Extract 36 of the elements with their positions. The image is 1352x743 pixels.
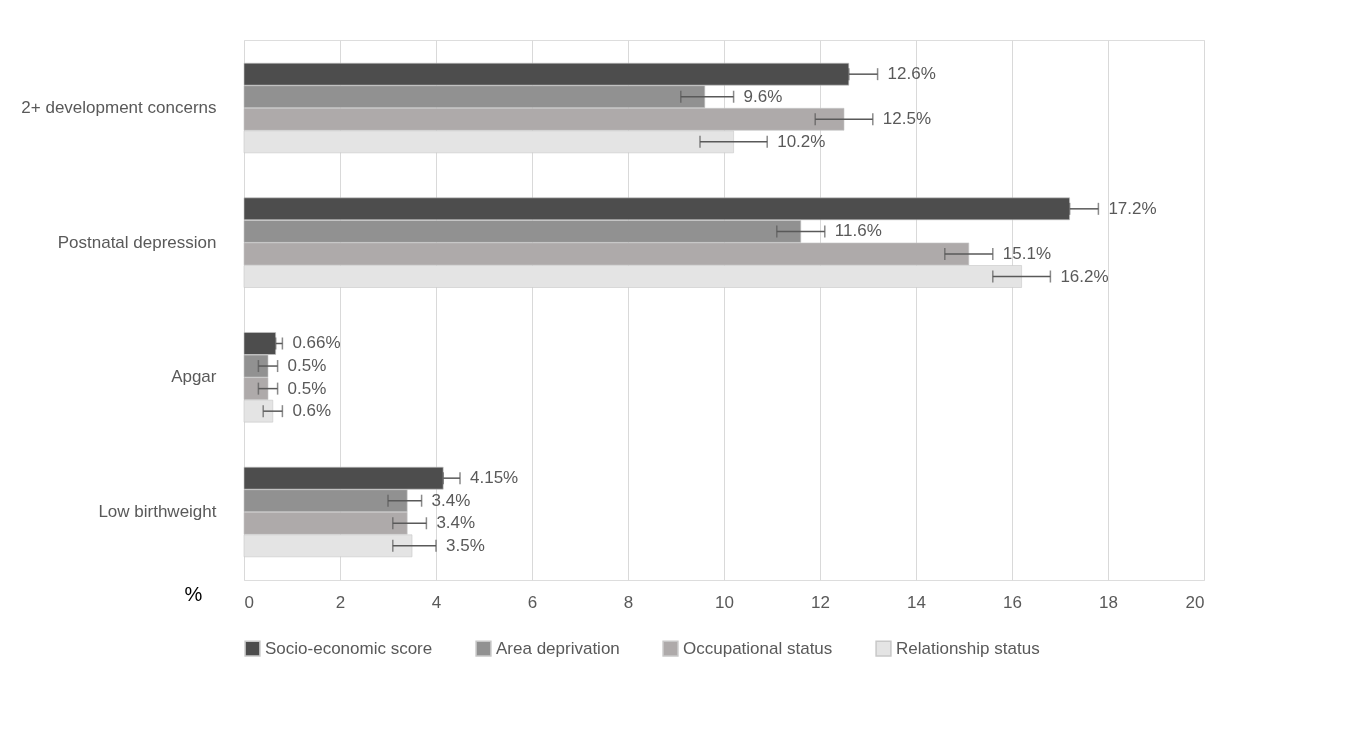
x-tick-label: 0 — [244, 592, 254, 612]
data-label: 11.6% — [834, 221, 882, 241]
x-tick-label: 16 — [1003, 592, 1022, 612]
legend-label: Relationship status — [896, 638, 1040, 658]
x-tick-label: 20 — [1185, 592, 1205, 612]
data-label: 3.4% — [431, 490, 471, 510]
x-tick-label: 10 — [715, 592, 734, 612]
legend-label: Area deprivation — [496, 638, 620, 658]
y-tick-label: 2+ development concerns — [21, 98, 217, 117]
legend-label: Socio-economic score — [265, 638, 433, 658]
data-label: 15.1% — [1002, 243, 1051, 263]
data-label: 0.66% — [292, 333, 341, 353]
x-tick-label: 4 — [431, 592, 442, 612]
y-tick-label: Postnatal depression — [57, 232, 217, 252]
x-tick-label: 2 — [335, 592, 346, 612]
data-label: 3.4% — [436, 513, 476, 533]
data-label: 3.5% — [446, 535, 485, 555]
data-label: 0.6% — [292, 401, 332, 421]
x-axis-title: % — [184, 582, 203, 605]
data-label: 12.5% — [882, 109, 931, 129]
data-label: 0.5% — [287, 378, 327, 398]
x-tick-label: 8 — [623, 592, 634, 612]
data-label: 12.6% — [887, 64, 936, 84]
data-label: 0.5% — [287, 356, 327, 376]
data-label: 9.6% — [743, 86, 783, 106]
legend-label: Occupational status — [683, 638, 833, 658]
data-label: 10.2% — [777, 131, 826, 151]
data-label: 4.15% — [470, 468, 519, 488]
data-label: 17.2% — [1108, 198, 1157, 218]
x-tick-label: 6 — [527, 592, 538, 612]
y-tick-label: Apgar — [171, 367, 217, 387]
x-tick-label: 18 — [1099, 592, 1118, 612]
x-tick-label: 12 — [811, 592, 830, 612]
data-label: 16.2% — [1060, 266, 1109, 286]
y-tick-label: Low birthweight — [98, 502, 217, 521]
x-tick-label: 14 — [907, 592, 926, 612]
